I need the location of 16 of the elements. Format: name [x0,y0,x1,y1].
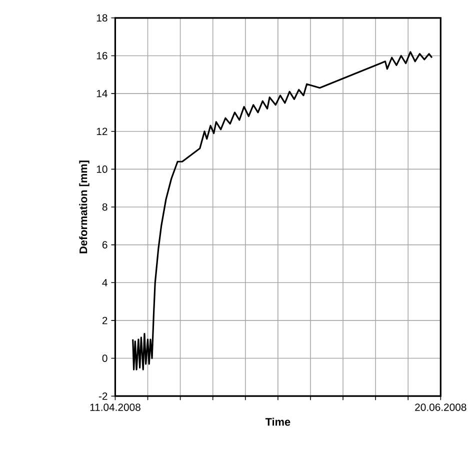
y-tick-label: 4 [102,279,108,286]
x-tick-label: 20.06.2008 [415,404,466,412]
y-tick-label: 14 [96,90,108,98]
y-tick-label: 16 [96,52,108,60]
x-axis-title: Time [265,418,290,426]
y-tick-label: 2 [102,316,108,324]
y-tick-label: 0 [102,354,108,362]
y-tick-label: 6 [102,241,108,249]
y-tick-label: 18 [96,14,108,22]
x-tick-label: 11.04.2008 [90,404,140,412]
y-tick-label: 8 [102,203,108,211]
y-axis-title: Deformation [mm] [79,160,90,254]
y-tick-label: -2 [98,392,108,400]
y-tick-label: 12 [96,128,108,136]
line-series [132,51,433,371]
y-tick-label: 10 [96,166,108,173]
